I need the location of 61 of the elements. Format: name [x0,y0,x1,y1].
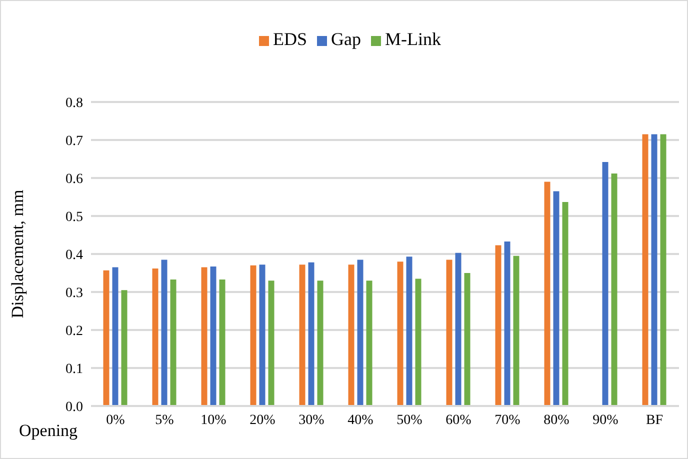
bar [170,279,176,406]
y-tick-label: 0.8 [66,96,83,111]
x-tick-label: 30% [298,412,325,428]
bar [299,264,306,406]
bar [504,241,510,406]
bar [201,267,208,406]
bar [544,182,550,406]
bar [103,270,110,406]
bar [308,262,314,406]
bar [210,266,216,406]
bar [406,256,412,406]
bar [317,280,324,406]
bar [161,260,168,406]
x-tick-label: 70% [494,412,521,428]
x-tick-label: 20% [250,412,276,428]
bar [397,262,404,406]
bar [642,134,648,406]
bar [495,245,502,406]
y-tick-label: 0.5 [66,210,83,225]
y-tick-label: 0.1 [66,362,83,377]
bar [152,268,158,406]
bar [553,191,560,406]
y-tick-label: 0.2 [66,324,83,339]
y-tick-label: 0.3 [66,286,83,301]
bar [651,134,658,406]
x-axis-title: Opening [19,421,78,441]
legend-label: EDS [272,29,307,49]
x-tick-label: 60% [446,412,472,428]
bar [611,173,618,406]
bar [219,279,226,406]
bar [602,162,608,406]
x-tick-label: 40% [348,412,374,428]
bar [366,280,372,406]
bar [250,265,256,406]
x-tick-label: 90% [592,412,619,428]
bar [112,267,118,406]
y-tick-label: 0.4 [66,248,83,263]
x-tick-label: 0% [106,412,126,428]
bar [446,260,452,406]
legend-label: Gap [331,29,361,49]
y-axis-title: Displacement, mm [8,190,28,318]
y-tick-label: 0.0 [66,400,83,415]
y-tick-label: 0.7 [66,134,83,149]
bar [455,252,462,406]
x-tick-label: 5% [155,412,174,428]
bar [121,290,128,406]
x-tick-label: 80% [544,412,570,428]
bar [660,134,666,406]
bar [259,264,266,406]
legend-label: M-Link [385,29,441,49]
x-tick-label: 50% [396,412,423,428]
bar [562,202,568,406]
bar [268,280,274,406]
bar [464,273,470,406]
bar [348,264,354,406]
y-tick-label: 0.6 [66,172,83,187]
bar [513,256,520,406]
bar [357,260,364,406]
x-tick-label: 10% [200,412,227,428]
bar [415,278,422,406]
x-tick-label: BF [646,412,664,428]
